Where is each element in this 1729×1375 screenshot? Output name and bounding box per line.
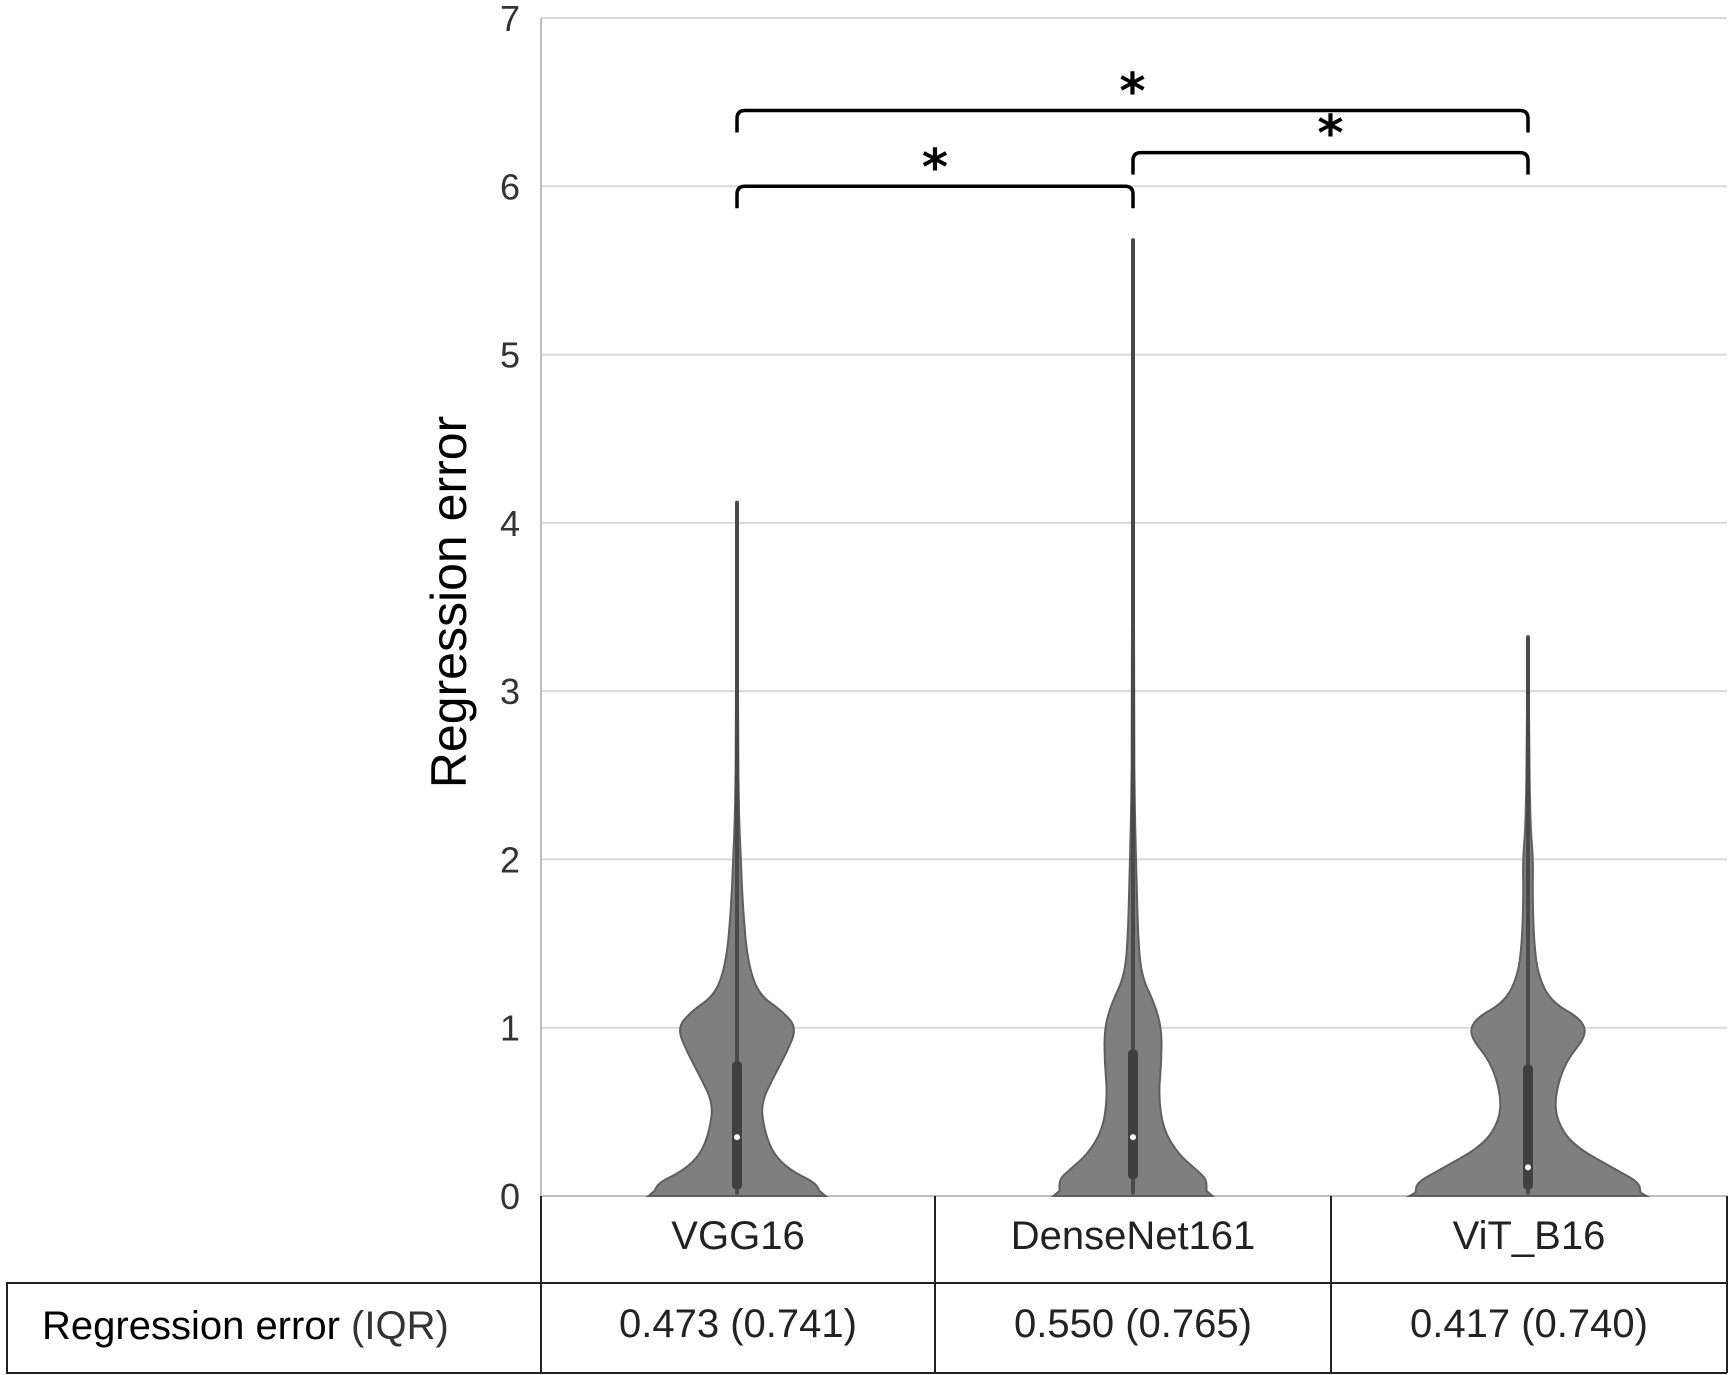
y-axis-ticks: 0 1 2 3 4 5 6 7 bbox=[500, 0, 520, 1217]
violin-iqr-box bbox=[1523, 1064, 1533, 1190]
table-cell-value: 0.550 (0.765) bbox=[1014, 1302, 1252, 1346]
significance-star: * bbox=[1317, 105, 1343, 163]
y-tick-label: 6 bbox=[500, 166, 520, 207]
summary-table: VGG16 0.473 (0.741) DenseNet161 0.550 (0.76… bbox=[6, 1196, 1728, 1374]
x-category-label: VGG16 bbox=[671, 1214, 804, 1258]
significance-bracket bbox=[1131, 150, 1530, 175]
significance-star: * bbox=[1119, 63, 1145, 121]
significance-bracket bbox=[735, 108, 1530, 133]
y-tick-label: 0 bbox=[500, 1176, 520, 1217]
y-tick-label: 4 bbox=[500, 503, 520, 544]
y-tick-label: 7 bbox=[500, 0, 520, 39]
y-tick-label: 5 bbox=[500, 335, 520, 376]
violin-median-point bbox=[1525, 1164, 1531, 1171]
violin-iqr-box bbox=[732, 1061, 742, 1190]
violin-median-point bbox=[734, 1134, 740, 1141]
table-row-label: Regression error (IQR) bbox=[42, 1304, 449, 1348]
table-cell-value: 0.417 (0.740) bbox=[1410, 1302, 1648, 1346]
violin-median-point bbox=[1130, 1134, 1136, 1141]
violins bbox=[645, 238, 1651, 1197]
violin-iqr-box bbox=[1128, 1049, 1138, 1180]
x-category-label: ViT_B16 bbox=[1453, 1214, 1606, 1258]
x-category-label: DenseNet161 bbox=[1011, 1214, 1256, 1258]
table-row-label-iqr: (IQR) bbox=[351, 1304, 449, 1348]
y-tick-label: 1 bbox=[500, 1008, 520, 1049]
significance-brackets: * * * bbox=[735, 63, 1530, 209]
y-axis-title: Regression error bbox=[421, 416, 477, 788]
y-tick-label: 2 bbox=[500, 839, 520, 880]
table-row-label-main: Regression error bbox=[42, 1304, 351, 1348]
y-tick-label: 3 bbox=[500, 671, 520, 712]
table-cell-value: 0.473 (0.741) bbox=[619, 1302, 857, 1346]
significance-bracket bbox=[735, 184, 1135, 209]
significance-star: * bbox=[922, 138, 948, 196]
